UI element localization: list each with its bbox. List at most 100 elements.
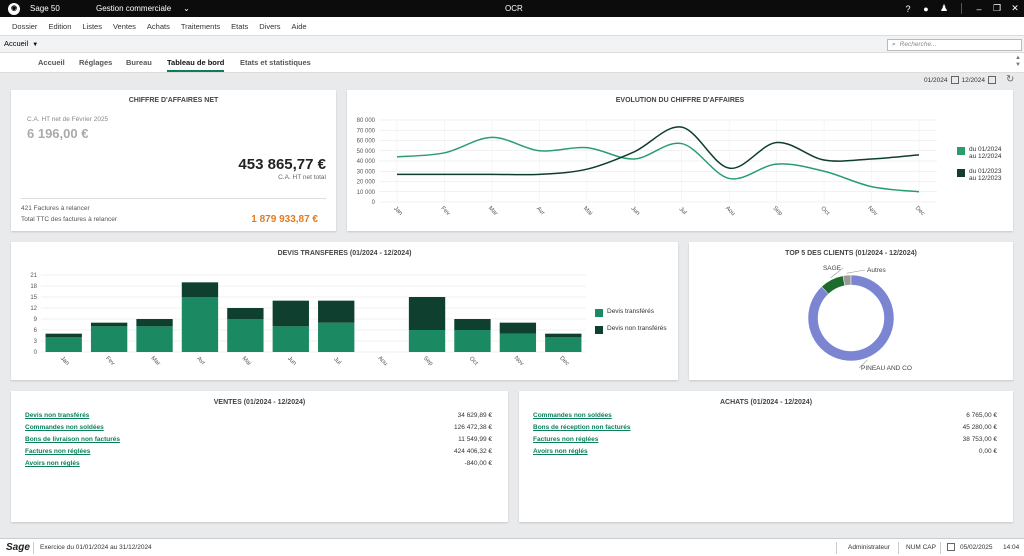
minimize-icon[interactable]: – xyxy=(976,3,982,14)
x-tick-label: Aou xyxy=(376,355,388,367)
bar-segment xyxy=(408,297,446,330)
legend-swatch xyxy=(595,326,603,334)
calendar-icon[interactable] xyxy=(988,76,996,84)
app-icon[interactable]: ◉ xyxy=(8,2,20,15)
legend-item[interactable]: Devis non transférés xyxy=(595,325,667,334)
y-tick-label: 50 000 xyxy=(357,149,376,155)
caret-down-icon: ▼ xyxy=(32,42,39,48)
ca-card-title: CHIFFRE D'AFFAIRES NET xyxy=(128,97,219,104)
date-from[interactable]: 01/2024 xyxy=(924,76,948,84)
x-tick-label: Jan xyxy=(392,206,403,217)
menu-edition[interactable]: Edition xyxy=(48,21,72,31)
ventes-link[interactable]: Bons de livraison non facturés xyxy=(25,436,120,443)
help-icon[interactable]: ? xyxy=(905,3,911,14)
devis-card-title: DEVIS TRANSFERES (01/2024 - 12/2024) xyxy=(277,250,412,257)
tab-accueil[interactable]: Accueil xyxy=(38,58,65,67)
x-tick-label: Mai xyxy=(241,356,252,367)
close-icon[interactable]: ✕ xyxy=(1011,3,1019,13)
pie-slice xyxy=(807,274,895,362)
date-to[interactable]: 12/2024 xyxy=(961,76,986,84)
divider xyxy=(33,542,34,554)
menu-divers[interactable]: Divers xyxy=(259,21,281,31)
achats-link[interactable]: Bons de réception non facturés xyxy=(533,424,631,431)
list-item: Commandes non soldées 6 765,00 € xyxy=(533,412,997,424)
tab-bureau[interactable]: Bureau xyxy=(126,58,152,67)
y-tick-label: 10 000 xyxy=(357,190,376,196)
evolution-legend: du 01/2024 au 12/2024 du 01/2023 au 12/202… xyxy=(957,146,1002,190)
x-tick-label: Nov xyxy=(513,355,525,367)
app-name: Sage 50 xyxy=(30,4,60,13)
ca-month-label: C.A. HT net de Février 2025 xyxy=(27,116,109,123)
user-icon[interactable]: ♟ xyxy=(939,3,949,13)
pie-leader-line xyxy=(858,359,868,369)
y-tick-label: 40 000 xyxy=(357,159,376,165)
x-tick-label: Avr xyxy=(195,356,206,367)
series-line xyxy=(396,126,920,176)
menu-listes[interactable]: Listes xyxy=(82,21,102,31)
devis-chart: 0 3 6 9 12 15 18 21 Jan Fev Mar Avr Mai Jun Jul Aou Sep O… xyxy=(30,273,586,368)
tab-tableau-de-bord[interactable]: Tableau de bord xyxy=(167,58,225,72)
bar-segment xyxy=(318,322,355,352)
top5-chart: PINEAU AND CO SAGE Autres xyxy=(807,265,912,372)
x-tick-label: Oct xyxy=(819,206,830,217)
calendar-box xyxy=(947,543,955,551)
y-tick-label: 6 xyxy=(34,328,38,334)
bulb-icon[interactable]: ● xyxy=(923,3,929,14)
x-tick-label: Sep xyxy=(771,205,783,217)
search-input[interactable]: ⌕ Recherche... xyxy=(887,39,1022,51)
tab-reglages[interactable]: Réglages xyxy=(79,58,113,67)
ventes-link[interactable]: Avoirs non réglés xyxy=(25,460,80,467)
x-tick-label: Aou xyxy=(724,205,736,217)
legend-item[interactable]: du 01/2023 au 12/2023 xyxy=(957,168,1002,182)
achats-link[interactable]: Factures non réglées xyxy=(533,436,599,443)
legend-label: du 01/2024 au 12/2024 xyxy=(969,146,1002,160)
menu-etats[interactable]: Etats xyxy=(231,21,249,31)
y-tick-label: 0 xyxy=(34,350,38,356)
menu-aide[interactable]: Aide xyxy=(291,21,307,31)
x-tick-label: Mar xyxy=(149,356,161,368)
menu-dossier[interactable]: Dossier xyxy=(12,21,38,31)
tab-etats-statistiques[interactable]: Etats et statistiques xyxy=(240,58,311,67)
pie-label: Autres xyxy=(867,267,887,274)
legend-item[interactable]: Devis transférés xyxy=(595,308,667,317)
x-tick-label: Jul xyxy=(332,356,342,366)
achats-value: 38 753,00 € xyxy=(962,436,997,443)
menu-achats[interactable]: Achats xyxy=(146,21,170,31)
x-tick-label: Dec xyxy=(914,205,926,217)
divider xyxy=(898,542,899,554)
bar-segment xyxy=(45,333,82,338)
ventes-link[interactable]: Commandes non soldées xyxy=(25,424,104,431)
y-tick-label: 70 000 xyxy=(357,128,376,134)
x-tick-label: Oct xyxy=(468,356,479,367)
relance-count[interactable]: 421 Factures à relancer xyxy=(21,205,90,212)
menu-ventes[interactable]: Ventes xyxy=(112,21,136,31)
achats-link[interactable]: Commandes non soldées xyxy=(533,412,612,419)
relance-label: Total TTC des factures à relancer xyxy=(21,216,117,223)
evolution-card: EVOLUTION DU CHIFFRE D'AFFAIRES 0 10 000 2… xyxy=(347,90,1013,231)
menu-traitements[interactable]: Traitements xyxy=(180,21,221,31)
calendar-icon[interactable] xyxy=(950,76,959,84)
y-tick-label: 9 xyxy=(34,317,38,323)
legend-label-line: au 12/2023 xyxy=(969,175,1002,182)
ventes-link[interactable]: Factures non réglées xyxy=(25,448,91,455)
refresh-icon[interactable]: ↻ xyxy=(1006,74,1015,85)
divider xyxy=(940,542,941,554)
module-name[interactable]: Gestion commerciale xyxy=(96,4,172,13)
ca-total-value: 453 865,77 € xyxy=(238,156,326,173)
achats-link[interactable]: Avoirs non réglés xyxy=(533,448,588,455)
ca-total-label: C.A. HT net total xyxy=(278,174,326,181)
tab-scroll-icon[interactable]: ▲ ▼ xyxy=(1015,55,1021,68)
legend-item[interactable]: du 01/2024 au 12/2024 xyxy=(957,146,1002,160)
ventes-link[interactable]: Devis non transférés xyxy=(25,412,90,419)
sage-logo: Sage xyxy=(6,542,30,553)
ventes-list: Devis non transférés 34 629,89 € Commande… xyxy=(25,412,492,472)
nav-selector[interactable]: Accueil ▼ xyxy=(4,39,38,48)
restore-icon[interactable]: ❐ xyxy=(992,3,1002,13)
bar-segment xyxy=(45,337,82,352)
bar-segment xyxy=(227,308,264,319)
achats-card-title: ACHATS (01/2024 - 12/2024) xyxy=(719,399,813,406)
chevron-down-icon[interactable]: ⌄ xyxy=(183,4,190,13)
y-tick-label: 30 000 xyxy=(357,169,376,175)
bar-segment xyxy=(272,326,309,352)
achats-value: 0,00 € xyxy=(978,448,997,455)
